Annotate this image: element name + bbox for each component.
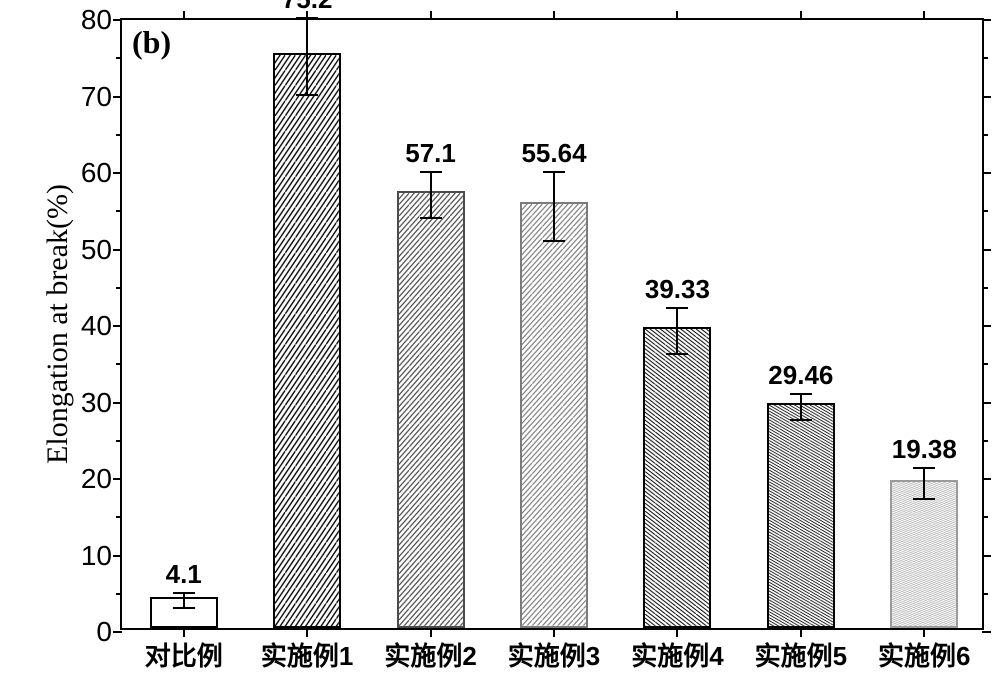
error-cap xyxy=(790,419,812,421)
value-label: 57.1 xyxy=(405,138,456,169)
x-tick-label: 实施例5 xyxy=(755,628,847,673)
x-tick-label: 实施例2 xyxy=(384,628,476,673)
value-label: 75.2 xyxy=(282,0,333,15)
error-cap xyxy=(666,307,688,309)
error-bar xyxy=(430,172,432,218)
error-bar xyxy=(306,18,308,95)
x-tick-label: 实施例3 xyxy=(508,628,600,673)
x-tick-label: 对比例 xyxy=(145,628,223,673)
value-label: 4.1 xyxy=(166,559,202,590)
x-tick-label: 实施例6 xyxy=(878,628,970,673)
error-cap xyxy=(420,171,442,173)
error-cap xyxy=(296,94,318,96)
x-tick-label: 实施例1 xyxy=(261,628,353,673)
error-cap xyxy=(420,217,442,219)
bar xyxy=(643,327,711,628)
error-cap xyxy=(173,592,195,594)
bar xyxy=(520,202,588,628)
bar xyxy=(273,53,341,628)
error-bar xyxy=(800,394,802,420)
panel-label: (b) xyxy=(132,24,171,61)
error-cap xyxy=(296,17,318,19)
error-cap xyxy=(543,171,565,173)
error-cap xyxy=(913,498,935,500)
error-bar xyxy=(923,468,925,499)
error-cap xyxy=(666,353,688,355)
error-bar xyxy=(553,172,555,241)
error-bar xyxy=(676,308,678,354)
y-axis-label: Elongation at break(%) xyxy=(41,184,75,464)
plot-area: 01020304050607080对比例4.1实施例175.2实施例257.1实… xyxy=(120,18,984,630)
value-label: 39.33 xyxy=(645,274,710,305)
bar xyxy=(890,480,958,628)
bar xyxy=(397,191,465,628)
x-tick-label: 实施例4 xyxy=(631,628,723,673)
error-bar xyxy=(183,593,185,608)
elongation-chart: 01020304050607080对比例4.1实施例175.2实施例257.1实… xyxy=(0,0,1000,687)
error-cap xyxy=(913,467,935,469)
bar xyxy=(767,403,835,628)
error-cap xyxy=(790,393,812,395)
value-label: 19.38 xyxy=(892,434,957,465)
value-label: 29.46 xyxy=(768,360,833,391)
value-label: 55.64 xyxy=(521,138,586,169)
error-cap xyxy=(173,607,195,609)
error-cap xyxy=(543,240,565,242)
